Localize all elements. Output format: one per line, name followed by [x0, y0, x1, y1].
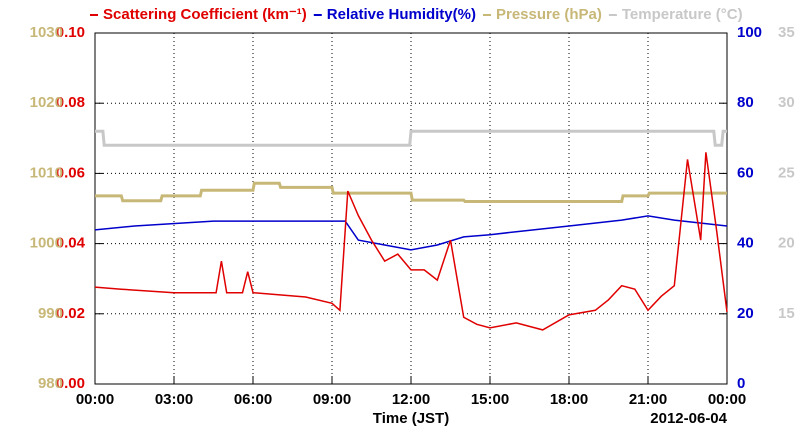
x-tick-label: 21:00: [629, 391, 667, 408]
y-tick-label: 40: [737, 235, 754, 252]
y-tick-label: 0.10: [56, 24, 85, 41]
x-axis-label: Time (JST): [373, 410, 449, 427]
y-tick-label: 0.02: [56, 305, 85, 322]
y-tick-label: 1000: [30, 235, 63, 252]
series-line: [94, 152, 728, 331]
y-tick-label: 1020: [30, 94, 63, 111]
y-tick-label: 20: [737, 305, 754, 322]
y-tick-label: 80: [737, 94, 754, 111]
y-tick-label: 990: [38, 305, 63, 322]
x-tick-label: 00:00: [708, 391, 746, 408]
plot-frame: [94, 32, 728, 385]
series-line: [95, 181, 727, 203]
x-tick-label: 18:00: [550, 391, 588, 408]
y-tick-label: 1010: [30, 164, 63, 181]
y-tick-label: 100: [737, 24, 762, 41]
y-tick-label: 20: [778, 235, 795, 252]
series-line: [95, 129, 727, 147]
y-tick-label: 60: [737, 164, 754, 181]
y-tick-label: 0: [737, 375, 745, 392]
y-tick-label: 0.04: [56, 235, 86, 252]
x-tick-label: 00:00: [76, 391, 114, 408]
x-tick-label: 15:00: [471, 391, 509, 408]
date-annotation: 2012-06-04: [650, 410, 727, 427]
y-tick-label: 0.06: [56, 164, 85, 181]
legend-label: Scattering Coefficient (km⁻¹): [103, 6, 307, 23]
y-tick-label: 1030: [30, 24, 63, 41]
legend-label: Pressure (hPa): [496, 6, 602, 23]
y-tick-label: 0.00: [56, 375, 85, 392]
x-tick-label: 03:00: [155, 391, 193, 408]
y-tick-label: 980: [38, 375, 63, 392]
y-tick-label: 15: [778, 305, 795, 322]
x-tick-label: 12:00: [392, 391, 430, 408]
x-tick-label: 09:00: [313, 391, 351, 408]
y-tick-label: 25: [778, 164, 795, 181]
legend-label: Relative Humidity(%): [327, 6, 476, 23]
y-tick-label: 35: [778, 24, 795, 41]
y-tick-label: 0.08: [56, 94, 85, 111]
x-tick-label: 06:00: [234, 391, 272, 408]
y-tick-label: 30: [778, 94, 795, 111]
legend-label: Temperature (°C): [622, 6, 743, 23]
